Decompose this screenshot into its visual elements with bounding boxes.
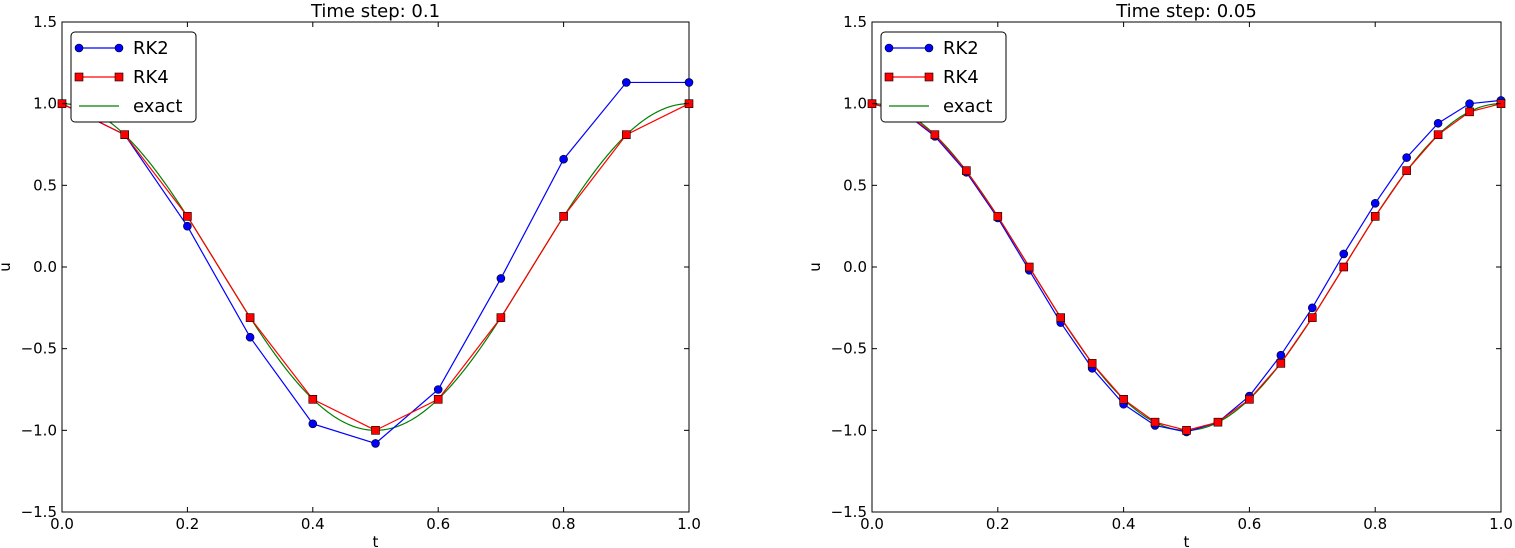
y-tick-label: 1.0 (843, 95, 867, 113)
plot-area (867, 96, 1506, 437)
x-axis-label: t (373, 533, 379, 548)
legend-marker-rk4 (114, 72, 124, 82)
legend-marker-rk2 (924, 43, 934, 53)
data-point-rk2-7 (496, 274, 506, 283)
data-point-rk2-17 (1402, 153, 1411, 162)
y-tick-label: 1.5 (843, 13, 867, 31)
data-point-rk4-10 (1182, 426, 1191, 435)
data-point-rk4-18 (1433, 130, 1443, 139)
legend-label-rk2: RK2 (943, 38, 979, 59)
x-tick-label: 0.4 (301, 515, 325, 533)
x-tick-label: 0.8 (552, 515, 576, 533)
data-point-rk4-16 (1370, 212, 1380, 221)
data-point-rk2-18 (1433, 118, 1443, 128)
data-point-rk4-2 (930, 130, 940, 139)
y-tick-label: −1.5 (21, 503, 57, 521)
data-point-rk4-15 (1339, 262, 1349, 272)
data-point-rk4-17 (1402, 166, 1411, 175)
legend-box (70, 31, 197, 123)
y-tick-label: −0.5 (831, 340, 867, 358)
y-tick-label: 1.5 (33, 13, 57, 31)
legend-label-rk4: RK4 (943, 67, 979, 88)
x-tick-label: 0.0 (860, 515, 884, 533)
y-tick-label: −0.5 (21, 340, 57, 358)
data-point-rk2-2 (183, 221, 192, 231)
legend-marker-rk2 (114, 43, 124, 53)
x-tick-label: 0.0 (50, 515, 74, 533)
x-tick-label: 1.0 (677, 515, 701, 533)
y-tick-label: −1.5 (831, 503, 867, 521)
data-point-rk4-19 (1465, 107, 1474, 117)
data-point-rk4-1 (120, 130, 129, 139)
data-point-rk2-14 (1308, 303, 1317, 313)
data-point-rk2-6 (433, 385, 443, 394)
legend-marker-rk2 (74, 43, 84, 53)
y-tick-label: −1.0 (21, 421, 57, 439)
data-point-rk4-6 (433, 394, 443, 404)
legend-marker-rk4 (884, 72, 894, 82)
legend-label-rk2: RK2 (133, 38, 169, 59)
data-point-rk4-14 (1308, 313, 1317, 322)
x-tick-label: 1.0 (1489, 515, 1513, 533)
data-point-rk2-19 (1465, 99, 1474, 108)
legend-marker-rk4 (74, 72, 84, 82)
data-point-rk4-3 (962, 166, 971, 175)
data-point-rk4-13 (1276, 359, 1286, 368)
legend-marker-rk2 (884, 43, 894, 53)
data-point-rk2-15 (1339, 249, 1349, 259)
data-point-rk2-9 (621, 78, 631, 87)
data-point-rk4-5 (1024, 262, 1034, 272)
data-point-rk4-2 (183, 212, 192, 221)
data-point-rk4-7 (496, 313, 506, 322)
data-point-rk4-4 (993, 212, 1003, 221)
y-axis-label: u (0, 262, 14, 272)
chart-title: Time step: 0.1 (310, 1, 440, 22)
data-point-rk4-9 (1150, 417, 1160, 427)
data-point-rk2-4 (308, 419, 318, 429)
data-point-rk4-5 (371, 426, 380, 435)
legend-label-rk4: RK4 (133, 67, 169, 88)
legend-box (880, 31, 1007, 123)
x-tick-label: 0.4 (1112, 515, 1136, 533)
data-point-rk2-13 (1276, 350, 1286, 360)
data-point-rk4-11 (1213, 417, 1223, 427)
y-tick-label: 0.0 (843, 258, 867, 276)
data-point-rk4-8 (1119, 394, 1128, 404)
data-point-rk4-12 (1245, 394, 1254, 404)
y-tick-label: 0.5 (33, 176, 57, 194)
data-point-rk4-6 (1056, 313, 1065, 322)
data-point-rk2-16 (1370, 199, 1380, 208)
y-tick-label: 0.0 (33, 258, 57, 276)
x-tick-label: 0.6 (1237, 515, 1261, 533)
chart-time-step-0-05: Time step: 0.05 0.0 0.2 0.4 0.6 0.8 1.0 −1.5 −1.… (806, 1, 1513, 548)
legend-marker-rk4 (924, 72, 934, 82)
legend: RK2 RK4 exact (880, 31, 1007, 123)
chart-time-step-0-1: Time step: 0.1 0.0 0.2 0.4 0.6 0.8 1.0 −1.5 −1.0… (0, 1, 701, 548)
data-point-rk4-9 (621, 130, 631, 139)
y-axis-label: u (806, 262, 824, 272)
x-tick-label: 0.2 (175, 515, 199, 533)
x-tick-label: 0.6 (426, 515, 450, 533)
x-axis-label: t (1184, 533, 1190, 548)
data-point-rk4-7 (1087, 359, 1097, 368)
data-point-rk2-3 (245, 332, 255, 342)
y-tick-label: −1.0 (831, 421, 867, 439)
data-point-rk4-3 (245, 313, 255, 322)
data-point-rk4-8 (559, 212, 568, 221)
data-point-rk4-4 (308, 394, 318, 404)
y-tick-label: 0.5 (843, 176, 867, 194)
legend-label-exact: exact (133, 96, 182, 117)
y-tick-label: 1.0 (33, 95, 57, 113)
x-tick-label: 0.8 (1363, 515, 1387, 533)
data-point-rk2-5 (371, 439, 380, 448)
data-point-rk2-8 (559, 154, 568, 164)
x-tick-label: 0.2 (986, 515, 1010, 533)
data-point-rk2-10 (684, 78, 694, 87)
legend: RK2 RK4 exact (70, 31, 197, 123)
chart-title: Time step: 0.05 (1115, 1, 1257, 22)
legend-label-exact: exact (943, 96, 992, 117)
